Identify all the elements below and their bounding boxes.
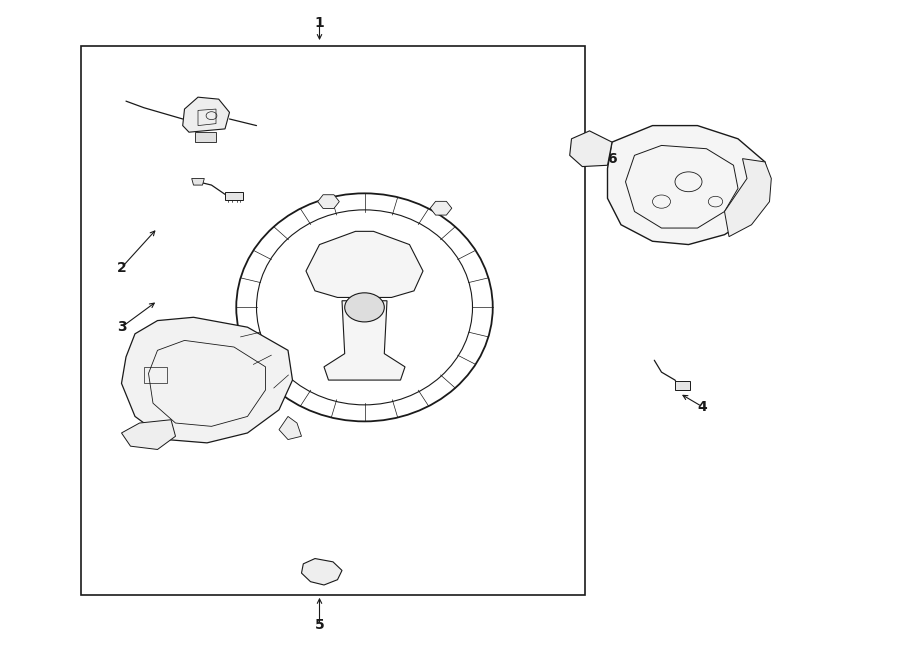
- Text: 3: 3: [117, 320, 126, 334]
- Ellipse shape: [256, 210, 472, 405]
- Polygon shape: [279, 416, 302, 440]
- Bar: [81, 46, 585, 595]
- Text: 4: 4: [698, 399, 706, 414]
- Polygon shape: [608, 126, 770, 245]
- Polygon shape: [724, 159, 771, 237]
- Text: 1: 1: [315, 16, 324, 30]
- Polygon shape: [225, 192, 243, 200]
- Text: 6: 6: [608, 151, 616, 166]
- Polygon shape: [318, 195, 339, 208]
- Polygon shape: [192, 178, 204, 185]
- Polygon shape: [570, 131, 612, 167]
- Polygon shape: [430, 202, 452, 215]
- Polygon shape: [195, 132, 216, 142]
- Text: 5: 5: [315, 617, 324, 632]
- Polygon shape: [302, 559, 342, 585]
- Polygon shape: [675, 381, 690, 390]
- Polygon shape: [306, 231, 423, 297]
- Polygon shape: [122, 420, 176, 449]
- Polygon shape: [324, 301, 405, 380]
- Polygon shape: [122, 317, 292, 443]
- Polygon shape: [183, 97, 230, 132]
- Text: 2: 2: [117, 260, 126, 275]
- Circle shape: [345, 293, 384, 322]
